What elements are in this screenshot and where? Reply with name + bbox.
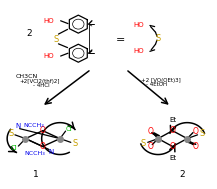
Text: S: S	[53, 35, 58, 44]
Text: S: S	[155, 34, 161, 43]
Text: O: O	[40, 126, 46, 135]
Text: - 4EtOH: - 4EtOH	[146, 82, 167, 87]
Text: S: S	[199, 129, 204, 138]
Text: S: S	[8, 129, 14, 138]
Text: O: O	[147, 127, 153, 136]
Text: Et: Et	[169, 117, 176, 123]
Text: - 4HCl: - 4HCl	[33, 83, 50, 88]
Text: NCCH₃: NCCH₃	[24, 151, 45, 156]
Text: 2: 2	[179, 170, 185, 179]
Text: Et: Et	[169, 155, 176, 161]
Text: +2[VCl2(thf)2]: +2[VCl2(thf)2]	[19, 79, 60, 84]
Text: CH3CN: CH3CN	[16, 74, 38, 79]
Text: S: S	[72, 139, 77, 148]
Text: HO: HO	[43, 18, 54, 24]
Text: O: O	[170, 126, 176, 135]
Text: S: S	[141, 139, 146, 148]
Text: O: O	[147, 142, 153, 151]
Text: +2 [VO(OEt)3]: +2 [VO(OEt)3]	[141, 78, 181, 83]
Text: NCCH₃: NCCH₃	[23, 123, 44, 128]
Text: 2: 2	[26, 29, 31, 38]
Text: Cl: Cl	[66, 126, 72, 132]
Text: N: N	[48, 149, 53, 155]
Text: HO: HO	[43, 53, 54, 59]
Text: O: O	[170, 142, 176, 151]
Text: O: O	[40, 142, 46, 151]
Text: O: O	[192, 142, 198, 151]
Text: O: O	[192, 127, 198, 136]
Text: =: =	[116, 35, 125, 45]
Text: HO: HO	[133, 48, 144, 54]
Text: 1: 1	[33, 170, 39, 179]
Text: N: N	[15, 123, 20, 129]
Text: Cl: Cl	[11, 145, 17, 151]
Text: HO: HO	[133, 22, 144, 29]
